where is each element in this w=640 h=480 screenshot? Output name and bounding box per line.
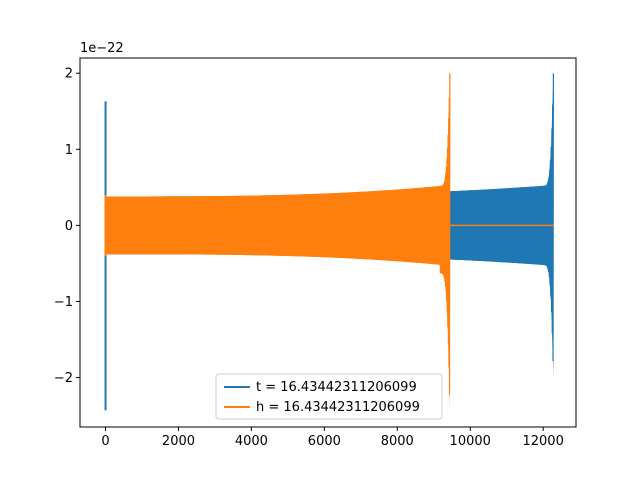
y-tick-label: 1 xyxy=(65,143,73,158)
y-tick-label: −1 xyxy=(54,295,73,310)
series-line xyxy=(105,73,451,395)
x-tick-label: 6000 xyxy=(308,434,341,449)
x-tick-label: 2000 xyxy=(162,434,195,449)
y-axis: 2 1 0 −1 −2 xyxy=(54,67,80,386)
x-tick-label: 4000 xyxy=(235,434,268,449)
x-tick-label: 8000 xyxy=(381,434,414,449)
x-axis: 0 2000 4000 6000 8000 10000 12000 xyxy=(101,427,564,449)
series-h xyxy=(104,73,554,411)
plot-area xyxy=(104,73,554,411)
y-offset-text: 1e−22 xyxy=(80,41,124,56)
x-tick-label: 12000 xyxy=(522,434,563,449)
x-tick-label: 0 xyxy=(101,434,109,449)
y-tick-label: 2 xyxy=(65,67,73,82)
legend-label-t: t = 16.43442311206099 xyxy=(256,380,417,395)
x-tick-label: 10000 xyxy=(450,434,491,449)
y-tick-label: 0 xyxy=(65,219,73,234)
legend-label-h: h = 16.43442311206099 xyxy=(256,400,420,415)
legend-box xyxy=(215,373,443,420)
y-tick-label: −2 xyxy=(54,371,73,386)
legend: t = 16.43442311206099 h = 16.43442311206… xyxy=(215,373,443,420)
axes-frame xyxy=(79,57,577,428)
